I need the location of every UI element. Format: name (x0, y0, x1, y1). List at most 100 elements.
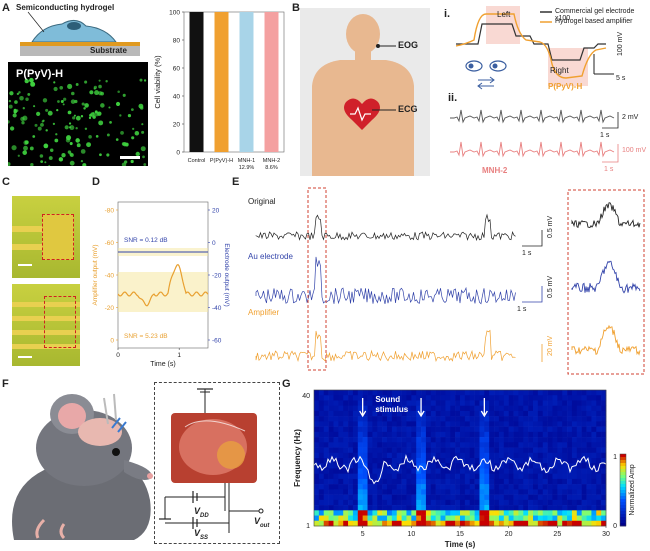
x-tick-label: 1 (177, 352, 181, 359)
heatmap-cell (537, 515, 544, 522)
heatmap-cell (479, 515, 485, 522)
heatmap-cell (450, 468, 456, 474)
heatmap-cell (484, 395, 490, 401)
heatmap-cell (425, 515, 432, 522)
heatmap-cell (401, 473, 407, 480)
heatmap-cell (571, 458, 578, 464)
heatmap-cell (571, 447, 578, 454)
heatmap-cell (406, 431, 412, 438)
vss-label: VSS (194, 528, 209, 541)
heatmap-cell (513, 489, 519, 495)
cell-dot (17, 154, 20, 157)
heatmap-cell (552, 463, 558, 469)
heatmap-cell (328, 431, 334, 438)
heatmap-cell (581, 484, 587, 490)
heatmap-cell (596, 499, 602, 506)
heatmap-cell (323, 390, 329, 396)
heatmap-cell (421, 499, 427, 506)
cell-dot (141, 130, 145, 134)
heatmap-cell (469, 520, 475, 527)
heatmap-cell (533, 520, 539, 527)
cell-dot (40, 122, 44, 127)
heatmap-cell (406, 437, 412, 443)
heatmap-cell (489, 520, 495, 527)
heatmap-cell (528, 447, 534, 454)
heatmap-cell (528, 426, 534, 433)
heatmap-cell (557, 473, 563, 480)
heatmap-cell (348, 499, 354, 506)
heatmap-cell (464, 484, 471, 490)
heatmap-cell (469, 515, 475, 522)
heatmap-cell (547, 494, 553, 501)
heatmap-cell (416, 520, 422, 527)
heatmap-cell (567, 463, 573, 469)
heatmap-cell (562, 473, 568, 480)
heatmap-cell (591, 458, 597, 464)
heatmap-cell (601, 452, 607, 459)
heatmap-cell (591, 421, 597, 427)
colorbar-segment (620, 463, 626, 467)
heatmap-cell (581, 510, 587, 516)
heatmap-cell (567, 416, 573, 422)
heatmap-cell (494, 499, 500, 506)
heatmap-cell (435, 494, 441, 501)
heatmap-cell (474, 510, 480, 516)
heatmap-cell (416, 442, 422, 448)
heatmap-cell (314, 442, 320, 448)
heatmap-cell (323, 494, 329, 501)
heatmap-cell (382, 395, 388, 401)
cell-dot (53, 81, 56, 84)
heatmap-cell (372, 489, 378, 495)
heatmap-cell (562, 478, 568, 485)
colorbar-segment (620, 475, 626, 479)
heatmap-cell (333, 447, 339, 454)
cell-dot (140, 146, 146, 152)
cell-dot (41, 120, 44, 123)
heatmap-cell (382, 400, 388, 406)
cell-dot (84, 103, 89, 108)
heatmap-cell (474, 421, 480, 427)
cell-dot (119, 114, 122, 117)
heatmap-cell (537, 416, 544, 422)
heatmap-cell (396, 431, 402, 438)
eye-right-icon (489, 60, 507, 72)
heatmap-cell (343, 484, 349, 490)
heatmap-cell (387, 458, 393, 464)
cell-dot (139, 78, 143, 82)
heatmap-cell (484, 494, 490, 501)
heatmap-cell (571, 395, 578, 401)
heatmap-cell (479, 468, 485, 474)
colorbar-segment (620, 502, 626, 506)
heatmap-cell (508, 499, 514, 506)
heatmap-cell (440, 437, 446, 443)
heatmap-cell (352, 505, 359, 511)
heatmap-cell (576, 390, 582, 396)
heatmap-cell (372, 505, 378, 511)
heatmap-cell (533, 416, 539, 422)
heatmap-cell (387, 410, 393, 417)
heatmap-cell (503, 499, 509, 506)
heatmap-cell (523, 447, 529, 454)
heatmap-cell (537, 395, 544, 401)
heatmap-cell (372, 437, 378, 443)
heatmap-cell (440, 426, 446, 433)
heatmap-cell (562, 494, 568, 501)
heatmap-cell (367, 395, 373, 401)
heatmap-cell (523, 405, 529, 412)
heatmap-cell (474, 452, 480, 459)
cell-dot (109, 120, 112, 124)
heatmap-cell (396, 437, 402, 443)
eog-left-label: Left (497, 10, 511, 19)
cell-dot (29, 146, 34, 151)
heatmap-cell (494, 452, 500, 459)
cell-dot (130, 159, 134, 164)
heatmap-cell (484, 431, 490, 438)
heatmap-cell (547, 510, 553, 516)
heatmap-cell (455, 437, 461, 443)
cell-dot (143, 163, 147, 166)
cell-dot (134, 130, 140, 136)
heatmap-cell (552, 447, 558, 454)
heatmap-cell (484, 458, 490, 464)
heatmap-cell (455, 421, 461, 427)
cell-dot (76, 143, 81, 148)
